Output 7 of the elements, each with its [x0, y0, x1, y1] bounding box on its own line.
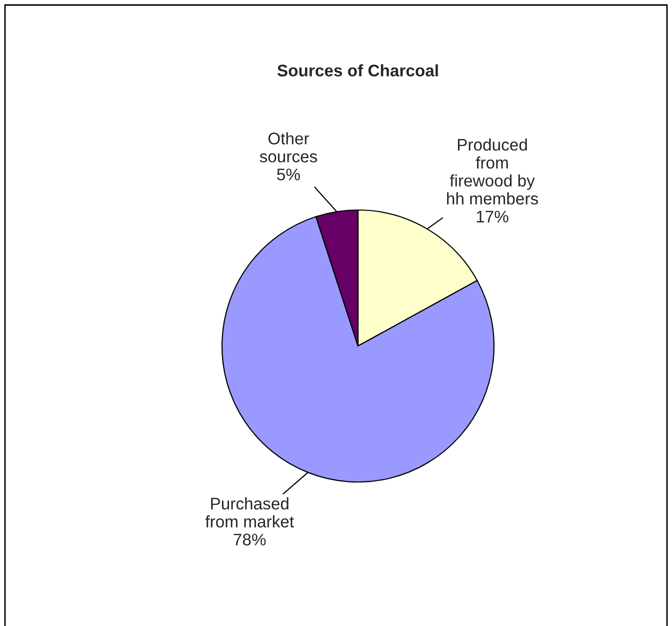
data-label: 5%	[277, 168, 300, 180]
data-label: 17%	[476, 210, 508, 222]
slice-label: Other sources	[260, 132, 318, 162]
slice-label: Purchased from market	[205, 497, 294, 528]
slice-label: Produced from firewood by hh members	[447, 138, 538, 205]
data-label: 78%	[234, 534, 266, 546]
chart-title: Sources of Charcoal	[277, 64, 438, 76]
